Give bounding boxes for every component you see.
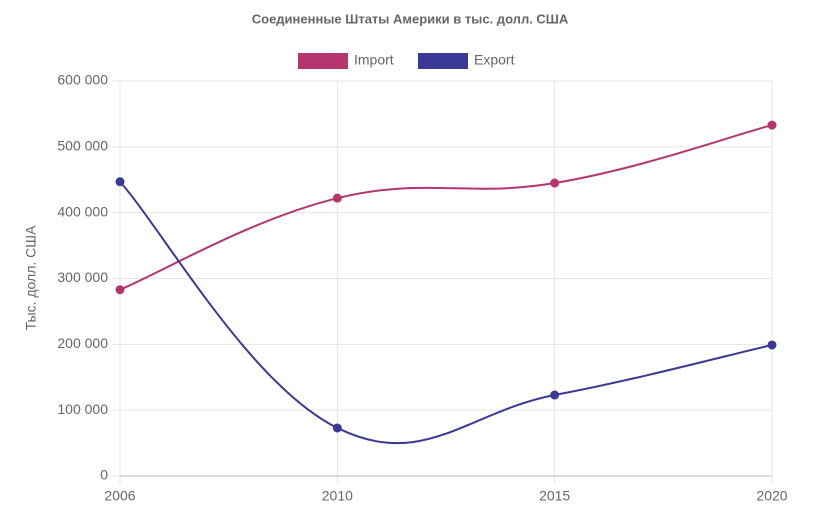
y-axis-label: Тыс. долл. США (23, 225, 39, 330)
x-tick-label: 2020 (756, 488, 787, 504)
legend-swatch (418, 53, 468, 69)
x-tick-label: 2015 (539, 488, 570, 504)
y-tick-label: 100 000 (57, 401, 108, 417)
data-point (767, 340, 777, 350)
data-point (332, 193, 342, 203)
legend-label: Export (474, 52, 515, 68)
data-point (115, 285, 125, 295)
legend-label: Import (354, 52, 394, 68)
y-tick-label: 400 000 (57, 203, 108, 219)
chart-title: Соединенные Штаты Америки в тыс. долл. С… (252, 11, 569, 26)
y-tick-label: 600 000 (57, 72, 108, 88)
legend-swatch (298, 53, 348, 69)
data-point (115, 177, 125, 187)
series-line (119, 181, 773, 445)
x-tick-label: 2010 (322, 488, 353, 504)
y-tick-label: 500 000 (57, 138, 108, 154)
x-tick-label: 2006 (104, 488, 135, 504)
series-line (119, 124, 773, 291)
y-tick-label: 0 (100, 467, 108, 483)
y-tick-label: 200 000 (57, 335, 108, 351)
y-tick-label: 300 000 (57, 269, 108, 285)
data-point (332, 423, 342, 433)
data-point (767, 120, 777, 130)
data-point (550, 390, 560, 400)
data-point (550, 178, 560, 188)
